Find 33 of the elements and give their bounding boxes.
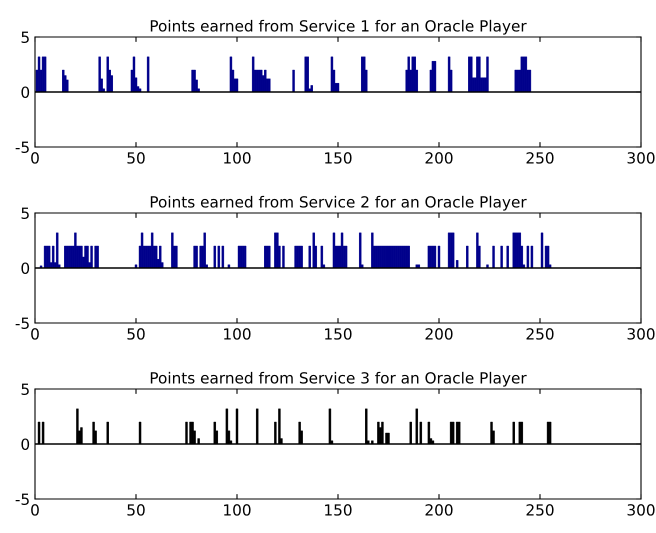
x-tick-label: 150 <box>325 152 352 164</box>
x-tick-label: 100 <box>224 328 251 340</box>
chart-title: Points earned from Service 1 for an Oracle Player <box>150 20 527 35</box>
x-tick-label: 300 <box>628 328 655 340</box>
x-tick-label: 50 <box>127 504 145 516</box>
x-tick-label: 300 <box>628 152 655 164</box>
x-tick-label: 50 <box>127 328 145 340</box>
y-tick-label: 5 <box>22 208 29 220</box>
x-tick-label: 150 <box>325 504 352 516</box>
x-tick-label: 150 <box>325 328 352 340</box>
x-tick-label: 0 <box>31 152 39 164</box>
x-tick-label: 0 <box>31 504 39 516</box>
x-tick-label: 100 <box>224 152 251 164</box>
x-tick-label: 100 <box>224 504 251 516</box>
y-tick-label: -5 <box>16 494 29 506</box>
y-tick-label: 5 <box>22 384 29 396</box>
x-tick-label: 0 <box>31 328 39 340</box>
y-tick-label: 0 <box>21 438 30 450</box>
y-tick-label: 5 <box>22 32 29 44</box>
chart-title: Points earned from Service 3 for an Oracle Player <box>150 372 527 387</box>
y-tick-label: -5 <box>16 142 29 154</box>
x-tick-label: 200 <box>426 152 453 164</box>
x-tick-label: 200 <box>426 328 453 340</box>
x-tick-label: 300 <box>628 504 655 516</box>
x-tick-label: 200 <box>426 504 453 516</box>
y-tick-label: 0 <box>21 262 30 274</box>
y-tick-label: 0 <box>21 86 30 98</box>
x-tick-label: 50 <box>127 152 145 164</box>
y-tick-label: -5 <box>16 318 29 330</box>
x-tick-label: 250 <box>526 152 554 164</box>
x-tick-label: 250 <box>526 504 554 516</box>
x-tick-label: 250 <box>526 328 554 340</box>
chart-title: Points earned from Service 2 for an Oracle Player <box>150 196 527 211</box>
